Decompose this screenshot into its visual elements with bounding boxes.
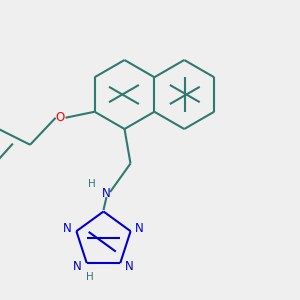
Text: N: N (135, 222, 144, 235)
Text: H: H (86, 272, 94, 282)
Text: N: N (102, 187, 111, 200)
Text: N: N (74, 260, 82, 273)
Text: O: O (56, 111, 65, 124)
Text: N: N (125, 260, 134, 273)
Text: N: N (63, 222, 72, 235)
Text: H: H (88, 179, 95, 190)
